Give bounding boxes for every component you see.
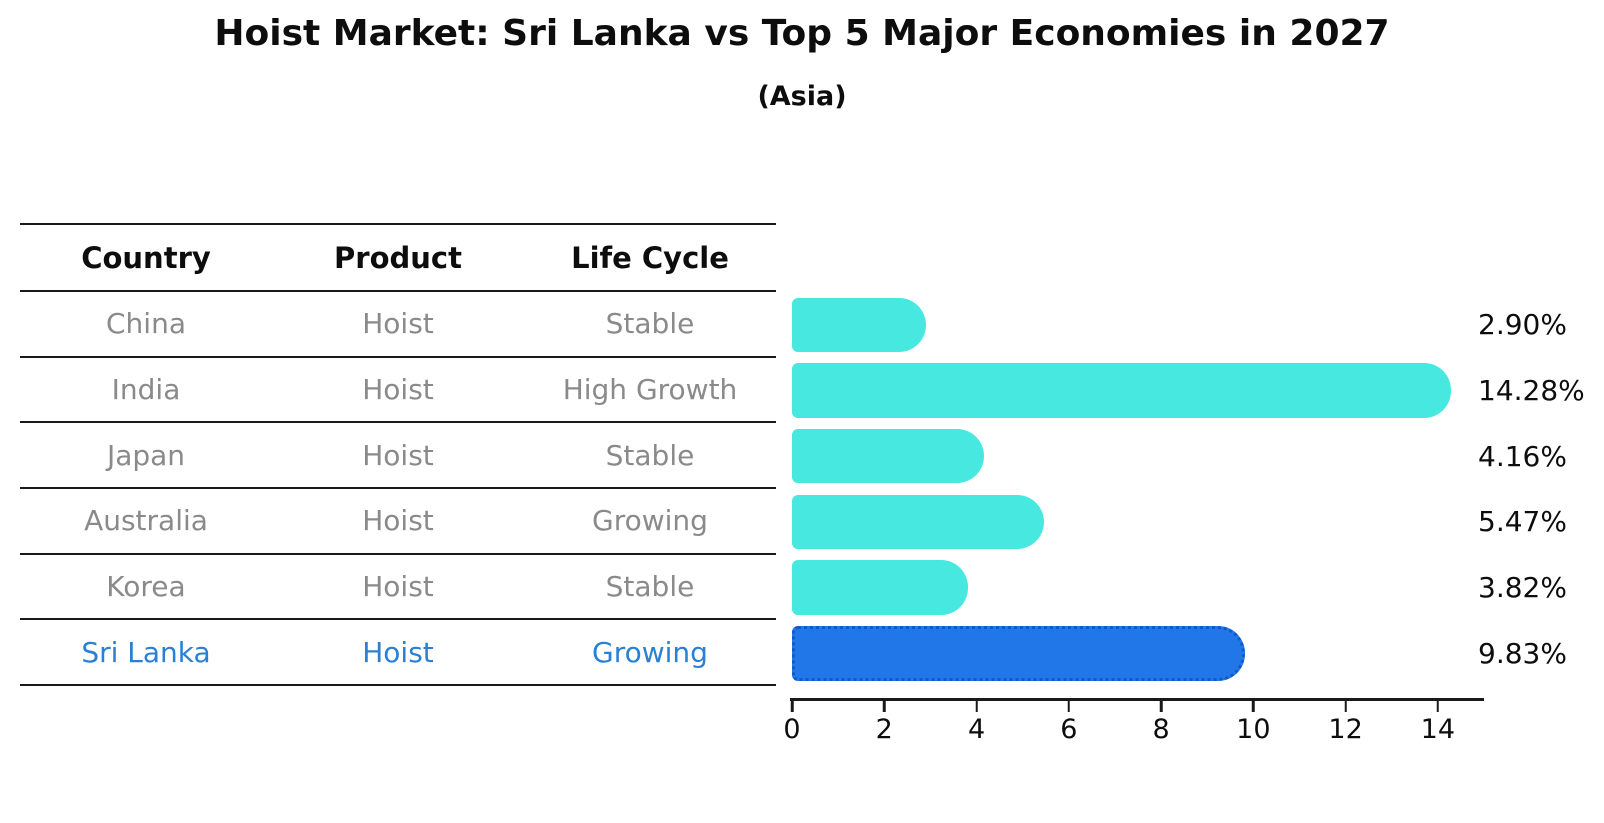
bar-japan: [792, 428, 984, 484]
cell-product: Hoist: [362, 373, 434, 407]
cell-country: Australia: [84, 504, 208, 538]
x-tick-label: 6: [1060, 714, 1078, 745]
cell-life-cycle: Growing: [592, 635, 708, 669]
bar-australia: [792, 494, 1045, 550]
x-tick-mark: [975, 701, 978, 712]
value-label: 14.28%: [1478, 374, 1585, 408]
cell-life-cycle: High Growth: [562, 373, 738, 407]
table-row: India Hoist High Growth: [20, 358, 776, 424]
x-tick-mark: [790, 701, 794, 712]
value-label: 9.83%: [1478, 636, 1567, 670]
x-tick-mark: [883, 701, 886, 712]
column-header: Product: [334, 240, 462, 275]
bar-row: [792, 555, 1484, 621]
column-header: Country: [81, 240, 211, 275]
table-row: Korea Hoist Stable: [20, 555, 776, 621]
cell-product: Hoist: [362, 307, 434, 341]
table-body: China Hoist Stable India Hoist High Growth Jap…: [20, 292, 776, 687]
value-label: 4.16%: [1478, 439, 1567, 473]
bar-row: [792, 621, 1484, 687]
x-tick-label: 8: [1152, 714, 1170, 745]
x-axis: 0 2 4 6 8 10 12 14: [783, 701, 1484, 751]
bar-row: [792, 423, 1484, 489]
table-row: Australia Hoist Growing: [20, 489, 776, 555]
bar-sri-lanka: [792, 626, 1246, 681]
x-tick-label: 2: [875, 714, 893, 745]
bar-chart: [792, 292, 1484, 686]
x-tick-mark: [1067, 701, 1071, 712]
data-table: Country Product Life Cycle China Hoist Stabl…: [20, 223, 776, 687]
cell-product: Hoist: [362, 438, 434, 472]
x-tick-mark: [1159, 701, 1163, 712]
x-tick-label: 14: [1420, 714, 1456, 745]
bar-china: [792, 297, 926, 352]
cell-product: Hoist: [362, 635, 434, 669]
cell-life-cycle: Stable: [605, 307, 695, 341]
table-row: China Hoist Stable: [20, 292, 776, 358]
cell-country: Korea: [106, 570, 186, 604]
x-tick-label: 12: [1328, 714, 1363, 745]
value-label: 3.82%: [1478, 571, 1567, 605]
cell-life-cycle: Stable: [605, 570, 695, 604]
column-header: Life Cycle: [571, 240, 729, 275]
x-tick-label: 4: [967, 714, 986, 745]
bar-row: [792, 358, 1484, 424]
table-row: Sri Lanka Hoist Growing: [20, 620, 776, 687]
x-tick-label: 0: [783, 714, 801, 745]
cell-country: Japan: [106, 438, 186, 472]
x-axis-line: [790, 698, 1484, 701]
page-subtitle: (Asia): [757, 81, 847, 112]
bar-row: [792, 489, 1484, 555]
page-title: Hoist Market: Sri Lanka vs Top 5 Major E…: [214, 13, 1390, 54]
table-row: Japan Hoist Stable: [20, 423, 776, 490]
bar-india: [792, 363, 1451, 418]
bar-row: [792, 292, 1484, 358]
bar-korea: [792, 560, 969, 615]
cell-country: China: [106, 307, 186, 341]
x-tick-mark: [1436, 701, 1440, 712]
value-label: 5.47%: [1478, 505, 1567, 539]
cell-life-cycle: Stable: [605, 438, 695, 472]
value-label: 2.90%: [1478, 308, 1567, 342]
cell-product: Hoist: [362, 570, 434, 604]
table-header-row: Country Product Life Cycle: [20, 223, 776, 292]
cell-country: Sri Lanka: [81, 635, 211, 669]
x-tick-mark: [1252, 701, 1255, 712]
x-tick-mark: [1344, 701, 1347, 712]
cell-life-cycle: Growing: [592, 504, 708, 538]
x-tick-label: 10: [1236, 714, 1271, 745]
cell-product: Hoist: [362, 504, 434, 538]
cell-country: India: [111, 373, 181, 407]
